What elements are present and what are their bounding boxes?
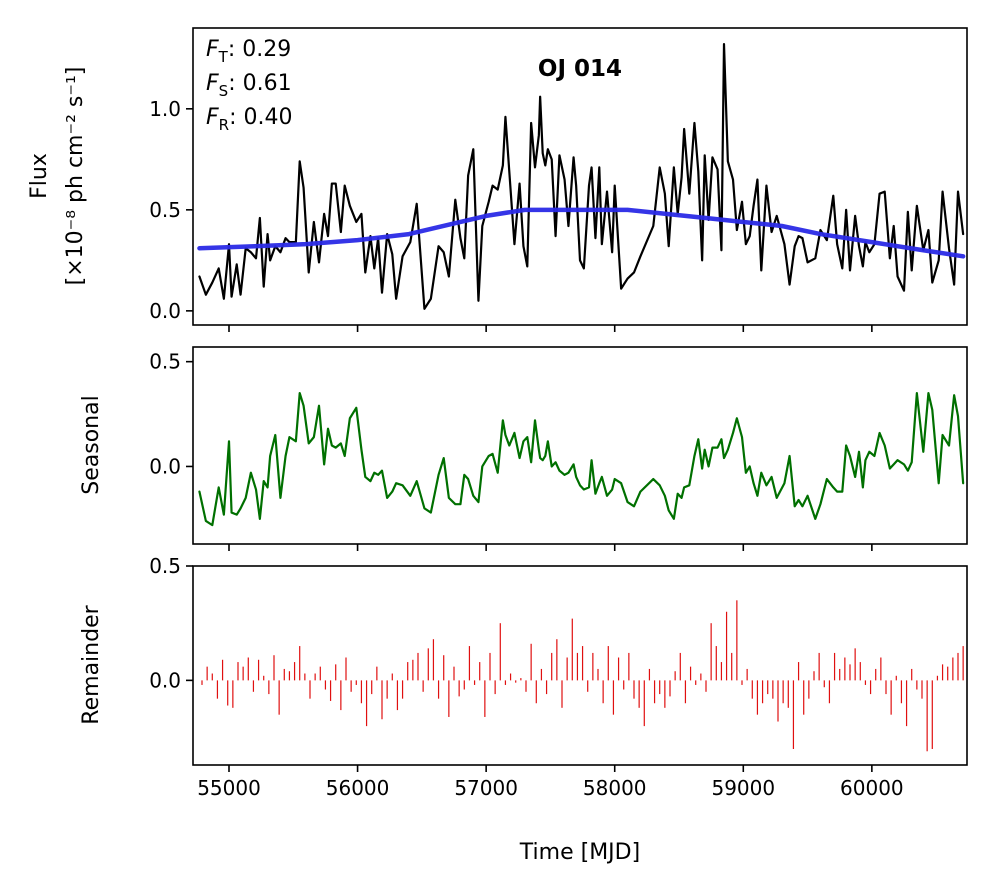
svg-text:FS: 0.61: FS: 0.61 xyxy=(206,71,292,100)
seasonal-x-ticks xyxy=(228,544,873,551)
remainder-plot-area xyxy=(193,566,967,765)
fr-subscript: R xyxy=(219,116,229,134)
xtick-label: 56000 xyxy=(326,776,390,800)
remainder-ytick-label: 0.5 xyxy=(149,554,181,578)
svg-text:FT: 0.29: FT: 0.29 xyxy=(206,37,291,66)
ft-value: : 0.29 xyxy=(228,37,291,62)
flux-y-ticks: 0.0 0.5 1.0 xyxy=(149,97,193,323)
remainder-ytick-label: 0.0 xyxy=(149,668,181,692)
flux-x-ticks xyxy=(228,325,873,332)
seasonal-ytick-label: 0.5 xyxy=(149,350,181,374)
flux-series-group xyxy=(197,43,966,310)
trend-line xyxy=(197,207,966,259)
xtick-label: 59000 xyxy=(711,776,775,800)
fs-value: : 0.61 xyxy=(228,71,291,96)
ft-subscript: T xyxy=(218,48,229,66)
flux-ytick-label: 0.5 xyxy=(149,198,181,222)
xtick-label: 58000 xyxy=(583,776,647,800)
chart-title: OJ 014 xyxy=(538,56,622,82)
seasonal-series-group xyxy=(198,392,965,527)
seasonal-panel: 0.0 0.5 Seasonal xyxy=(79,346,968,551)
flux-panel: 0.0 0.5 1.0 Flux [×10⁻⁸ ph cm⁻² s⁻¹] OJ 01… xyxy=(27,27,968,332)
seasonal-line xyxy=(198,392,965,527)
seasonal-y-ticks: 0.0 0.5 xyxy=(149,350,193,478)
remainder-series-group xyxy=(201,600,964,752)
x-axis-label: Time [MJD] xyxy=(519,840,640,865)
flux-ylabel-line2: [×10⁻⁸ ph cm⁻² s⁻¹] xyxy=(63,67,88,286)
remainder-axes-frame xyxy=(192,565,968,766)
remainder-y-ticks: 0.0 0.5 xyxy=(149,554,193,692)
xtick-label: 57000 xyxy=(454,776,518,800)
fr-annotation: FR: 0.40 xyxy=(206,105,292,134)
remainder-ylabel: Remainder xyxy=(79,604,104,724)
svg-text:FR: 0.40: FR: 0.40 xyxy=(206,105,292,134)
fr-symbol: F xyxy=(206,105,219,130)
ft-symbol: F xyxy=(206,37,219,62)
fs-subscript: S xyxy=(219,82,229,100)
xtick-label: 60000 xyxy=(840,776,904,800)
flux-ytick-label: 0.0 xyxy=(149,299,181,323)
flux-axes-frame xyxy=(192,27,968,326)
flux-ylabel-line1: Flux xyxy=(27,153,52,199)
fr-value: : 0.40 xyxy=(229,105,292,130)
seasonal-ytick-label: 0.0 xyxy=(149,454,181,478)
seasonal-ylabel: Seasonal xyxy=(79,395,104,494)
seasonal-axes-frame xyxy=(192,346,968,545)
flux-plot-area xyxy=(193,28,967,325)
seasonal-plot-area xyxy=(193,347,967,544)
remainder-panel: 0.0 0.5 55000 56000 57000 58000 59000 60000 Re… xyxy=(79,554,968,800)
remainder-x-ticks: 55000 56000 57000 58000 59000 60000 xyxy=(197,765,904,800)
flux-ytick-label: 1.0 xyxy=(149,97,181,121)
fs-symbol: F xyxy=(206,71,219,96)
xtick-label: 55000 xyxy=(197,776,261,800)
ft-annotation: FT: 0.29 xyxy=(206,37,291,66)
fs-annotation: FS: 0.61 xyxy=(206,71,292,100)
